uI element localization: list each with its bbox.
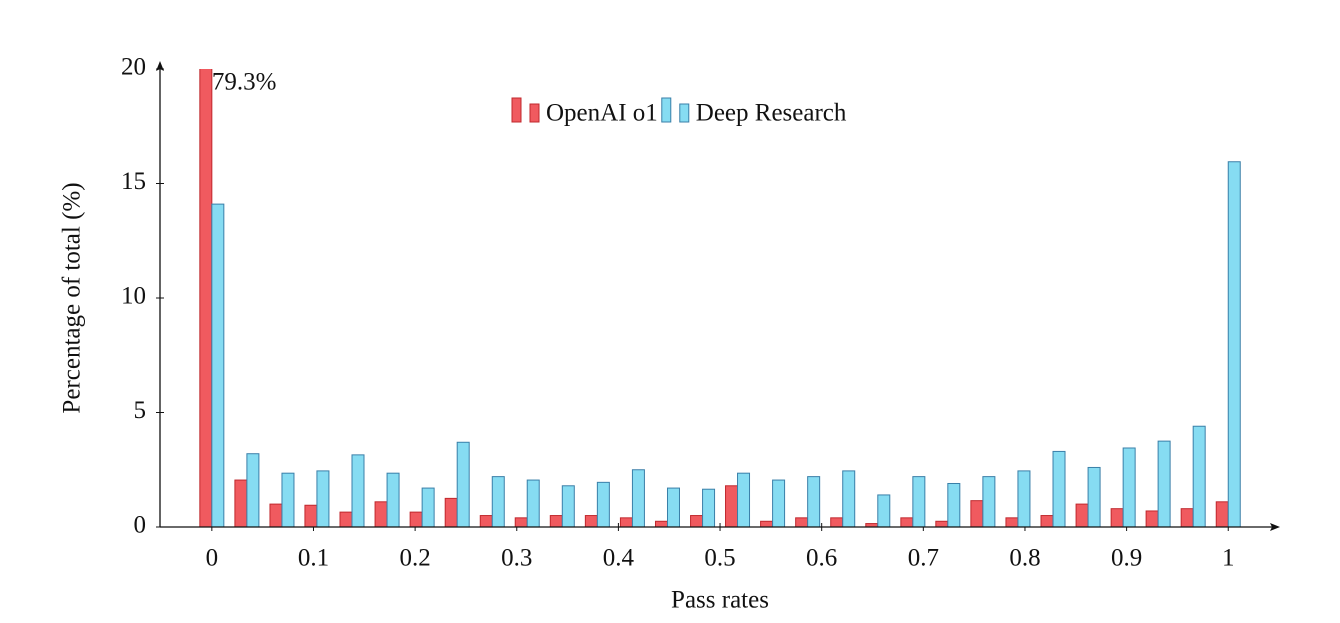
bar	[1145, 510, 1159, 528]
bar	[339, 511, 353, 528]
bar	[479, 515, 493, 528]
y-tick-label: 20	[121, 54, 146, 81]
bar	[900, 517, 914, 528]
y-tick-label: 10	[121, 283, 146, 310]
bar	[830, 517, 844, 528]
bar	[970, 500, 984, 528]
bar	[1157, 440, 1171, 528]
bar	[982, 476, 996, 528]
bar	[725, 485, 739, 528]
x-tick-label: 0.8	[1009, 545, 1040, 572]
bar	[269, 503, 283, 528]
bar	[737, 472, 751, 528]
value-label: 79.3%	[212, 69, 277, 96]
bar	[1075, 503, 1089, 528]
bar	[760, 520, 774, 528]
bar	[1215, 501, 1229, 528]
bar	[374, 501, 388, 528]
x-tick-label: 0.6	[806, 545, 837, 572]
bar	[1110, 508, 1124, 528]
x-tick-label: 1	[1222, 545, 1235, 572]
bar	[351, 454, 365, 528]
bar	[526, 479, 540, 528]
bar	[444, 497, 458, 528]
legend-label: OpenAI o1	[546, 100, 658, 127]
bar	[947, 482, 961, 528]
bar	[246, 453, 260, 528]
x-tick-label: 0.2	[399, 545, 430, 572]
bar	[772, 479, 786, 528]
bar	[877, 494, 891, 528]
bar	[584, 515, 598, 528]
legend-swatch	[679, 103, 690, 123]
bar	[199, 69, 213, 528]
x-tick-label: 0.7	[908, 545, 939, 572]
bar	[421, 487, 435, 528]
y-axis-arrow	[156, 61, 164, 71]
bar	[1180, 508, 1194, 528]
y-axis-label: Percentage of total (%)	[59, 182, 86, 413]
y-tick-label: 5	[134, 397, 147, 424]
bar	[514, 517, 528, 528]
bar	[1017, 470, 1031, 528]
bar	[912, 476, 926, 528]
x-tick-label: 0.4	[603, 545, 635, 572]
bar	[1122, 447, 1136, 528]
bar	[456, 441, 470, 528]
x-axis-label: Pass rates	[671, 587, 769, 614]
bar	[316, 470, 330, 528]
bar	[795, 517, 809, 528]
x-tick-label: 0.5	[704, 545, 735, 572]
bar	[807, 476, 821, 528]
legend-swatch	[661, 97, 672, 123]
x-tick-label: 0.3	[501, 545, 532, 572]
legend-swatch	[511, 97, 522, 123]
bar	[561, 485, 575, 528]
bar	[304, 504, 318, 528]
bars	[199, 69, 1241, 528]
bar	[690, 515, 704, 528]
bar	[654, 520, 668, 528]
bar	[619, 517, 633, 528]
bar	[1087, 466, 1101, 528]
y-tick-label: 0	[134, 512, 147, 539]
bar	[596, 481, 610, 528]
bar	[702, 488, 716, 528]
bar	[549, 515, 563, 528]
bar	[631, 469, 645, 528]
bar	[409, 511, 423, 528]
y-tick-label: 15	[121, 168, 146, 195]
bar	[1227, 161, 1241, 528]
bar	[842, 470, 856, 528]
bar	[1005, 517, 1019, 528]
bar	[1052, 450, 1066, 528]
bar	[211, 203, 225, 528]
bar	[1040, 515, 1054, 528]
bar	[666, 487, 680, 528]
bar	[234, 479, 248, 528]
bar	[386, 472, 400, 528]
bar	[491, 476, 505, 528]
bar	[1192, 425, 1206, 528]
legend-label: Deep Research	[696, 100, 847, 127]
bar	[281, 472, 295, 528]
x-tick-label: 0.1	[298, 545, 329, 572]
x-tick-label: 0	[206, 545, 219, 572]
legend-swatch	[529, 103, 540, 123]
x-axis-arrow	[1270, 523, 1280, 531]
bar	[935, 520, 949, 528]
x-tick-label: 0.9	[1111, 545, 1142, 572]
